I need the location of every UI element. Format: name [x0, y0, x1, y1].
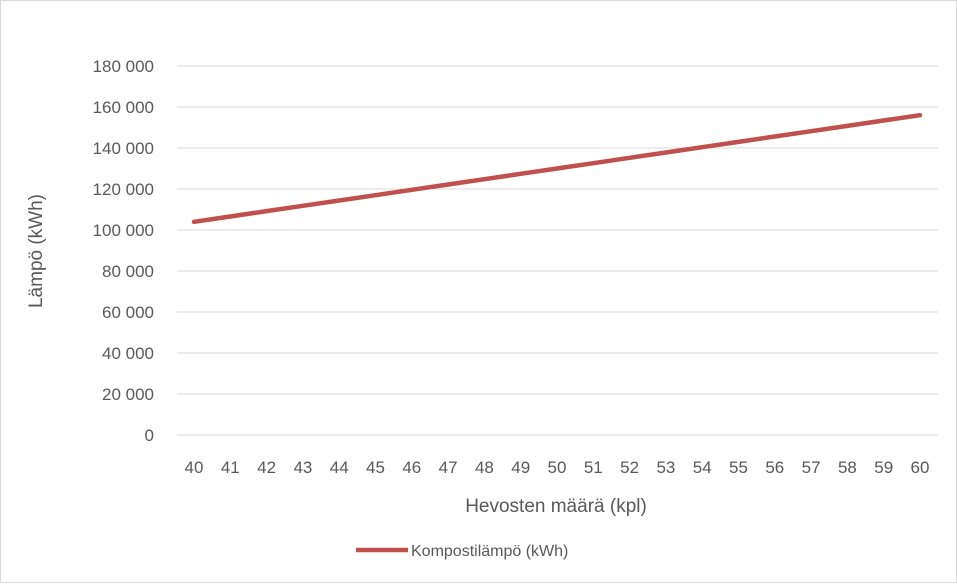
y-tick-label: 80 000 — [102, 262, 154, 281]
x-tick-labels: 40 41 42 43 44 45 46 47 48 49 50 51 52 53 54 55 56 57 58 59… — [185, 458, 930, 477]
x-tick-label: 43 — [293, 458, 312, 477]
gridlines — [177, 65, 938, 436]
x-tick-label: 42 — [257, 458, 276, 477]
y-tick-label: 180 000 — [93, 57, 154, 76]
y-tick-label: 40 000 — [102, 344, 154, 363]
x-tick-label: 60 — [911, 458, 930, 477]
y-tick-label: 160 000 — [93, 98, 154, 117]
series-line — [191, 112, 923, 225]
y-tick-label: 0 — [145, 426, 154, 445]
legend-label: Kompostilämpö (kWh) — [411, 543, 568, 560]
x-tick-label: 51 — [584, 458, 603, 477]
y-tick-label: 100 000 — [93, 221, 154, 240]
x-tick-label: 56 — [765, 458, 784, 477]
y-tick-labels: 0 20 000 40 000 60 000 80 000 100 000 120 000 1… — [93, 57, 154, 445]
x-tick-label: 49 — [511, 458, 530, 477]
x-tick-label: 57 — [802, 458, 821, 477]
x-tick-label: 44 — [330, 458, 349, 477]
series-lines — [191, 112, 923, 225]
x-tick-label: 59 — [874, 458, 893, 477]
x-tick-label: 50 — [548, 458, 567, 477]
y-tick-label: 20 000 — [102, 385, 154, 404]
y-tick-label: 140 000 — [93, 139, 154, 158]
x-tick-label: 48 — [475, 458, 494, 477]
x-tick-label: 54 — [693, 458, 712, 477]
x-tick-label: 58 — [838, 458, 857, 477]
x-tick-label: 45 — [366, 458, 385, 477]
legend: Kompostilämpö (kWh) — [356, 543, 568, 560]
x-tick-label: 55 — [729, 458, 748, 477]
y-tick-label: 60 000 — [102, 303, 154, 322]
x-tick-label: 53 — [656, 458, 675, 477]
y-axis-label: Lämpö (kWh) — [26, 194, 47, 308]
x-tick-label: 47 — [439, 458, 458, 477]
x-tick-label: 52 — [620, 458, 639, 477]
x-tick-label: 40 — [185, 458, 204, 477]
x-axis-label: Hevosten määrä (kpl) — [465, 496, 647, 517]
y-tick-label: 120 000 — [93, 180, 154, 199]
x-tick-label: 46 — [402, 458, 421, 477]
x-tick-label: 41 — [221, 458, 240, 477]
